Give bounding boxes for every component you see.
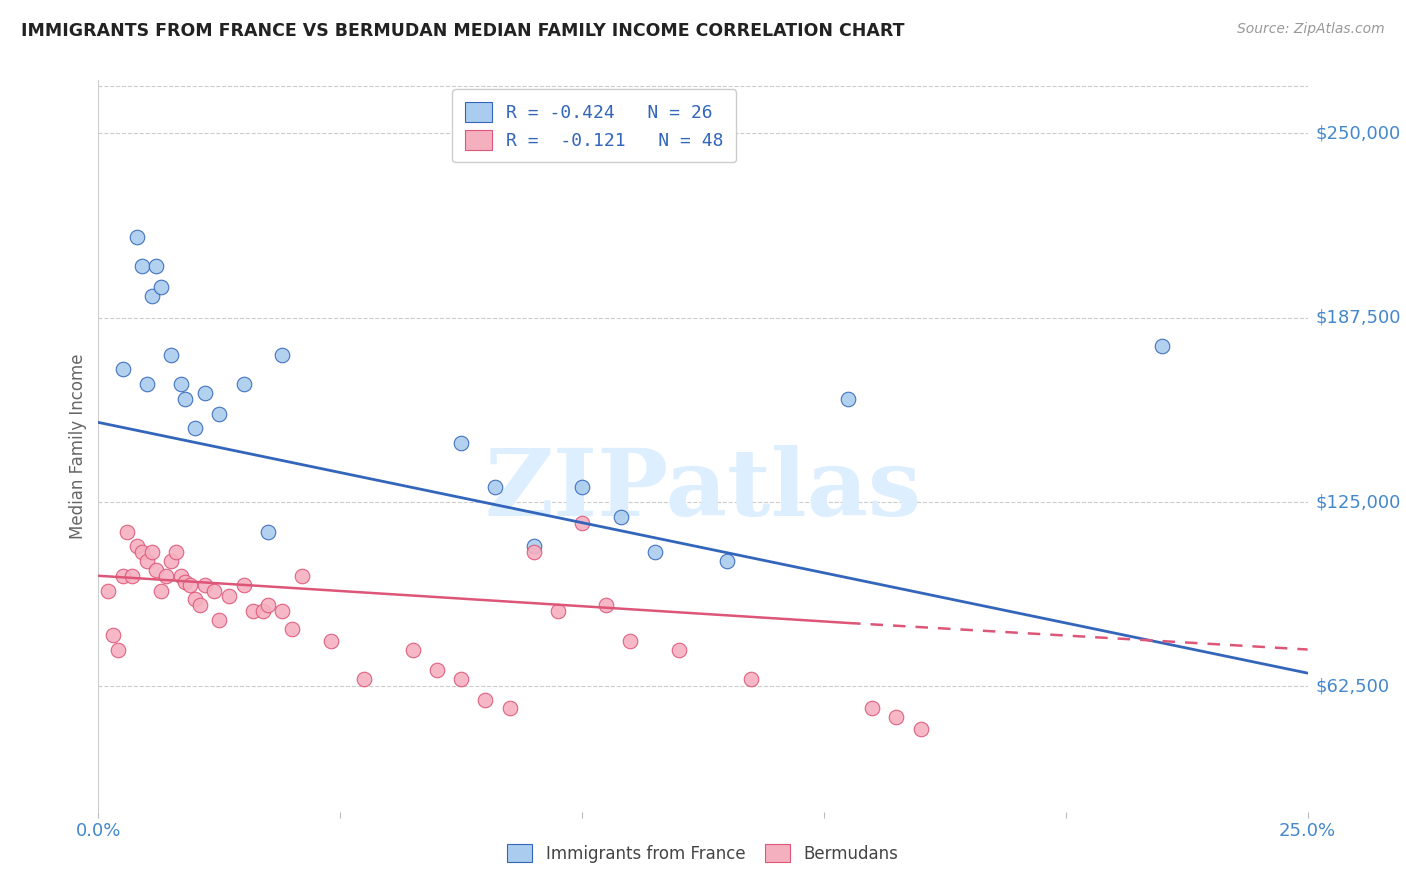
Point [837, 392, 859, 406]
Point [131, 545, 153, 559]
Text: $62,500: $62,500 [1316, 677, 1391, 696]
Point [402, 642, 425, 657]
Point [188, 599, 211, 613]
Point [281, 622, 304, 636]
Point [252, 604, 274, 618]
Point [668, 642, 690, 657]
Point [498, 701, 520, 715]
Point [145, 259, 167, 273]
Point [204, 583, 226, 598]
Point [169, 568, 191, 582]
Point [121, 568, 143, 582]
Point [208, 613, 231, 627]
Point [484, 480, 506, 494]
Point [160, 348, 183, 362]
Point [184, 421, 207, 435]
Point [174, 574, 197, 589]
Point [184, 592, 207, 607]
Point [450, 436, 472, 450]
Point [886, 710, 908, 724]
Point [290, 568, 312, 582]
Text: IMMIGRANTS FROM FRANCE VS BERMUDAN MEDIAN FAMILY INCOME CORRELATION CHART: IMMIGRANTS FROM FRANCE VS BERMUDAN MEDIA… [21, 22, 904, 40]
Text: Source: ZipAtlas.com: Source: ZipAtlas.com [1237, 22, 1385, 37]
Point [740, 672, 762, 686]
Point [141, 545, 163, 559]
Point [571, 516, 593, 530]
Point [232, 577, 254, 591]
Point [208, 407, 231, 421]
Point [127, 229, 149, 244]
Point [256, 599, 278, 613]
Point [474, 692, 496, 706]
Point [218, 590, 240, 604]
Point [169, 377, 191, 392]
Point [101, 628, 124, 642]
Point [610, 509, 633, 524]
Point [127, 539, 149, 553]
Point [117, 524, 139, 539]
Point [271, 604, 294, 618]
Point [111, 362, 134, 376]
Point [1152, 339, 1174, 353]
Point [1233, 849, 1256, 863]
Point [353, 672, 375, 686]
Legend: Immigrants from France, Bermudans: Immigrants from France, Bermudans [501, 838, 905, 869]
Point [135, 554, 157, 568]
Point [150, 279, 173, 293]
Point [716, 554, 738, 568]
Point [174, 392, 197, 406]
Text: ZIPatlas: ZIPatlas [485, 445, 921, 535]
Point [111, 568, 134, 582]
Point [595, 599, 617, 613]
Point [860, 701, 883, 715]
Point [619, 633, 641, 648]
Point [319, 633, 342, 648]
Point [131, 259, 153, 273]
Point [523, 539, 546, 553]
Point [179, 577, 201, 591]
Point [571, 480, 593, 494]
Point [644, 545, 666, 559]
Point [271, 348, 294, 362]
Point [141, 288, 163, 302]
Point [232, 377, 254, 392]
Point [155, 568, 177, 582]
Point [194, 577, 217, 591]
Point [450, 672, 472, 686]
Point [242, 604, 264, 618]
Point [165, 545, 187, 559]
Point [426, 663, 449, 677]
Point [256, 524, 278, 539]
Text: $187,500: $187,500 [1316, 309, 1402, 326]
Y-axis label: Median Family Income: Median Family Income [69, 353, 87, 539]
Point [547, 604, 569, 618]
Point [160, 554, 183, 568]
Point [910, 722, 932, 736]
Point [145, 563, 167, 577]
Text: $250,000: $250,000 [1316, 124, 1402, 143]
Point [150, 583, 173, 598]
Point [135, 377, 157, 392]
Text: $125,000: $125,000 [1316, 493, 1402, 511]
Point [97, 583, 120, 598]
Point [523, 545, 546, 559]
Point [107, 642, 129, 657]
Point [194, 385, 217, 400]
